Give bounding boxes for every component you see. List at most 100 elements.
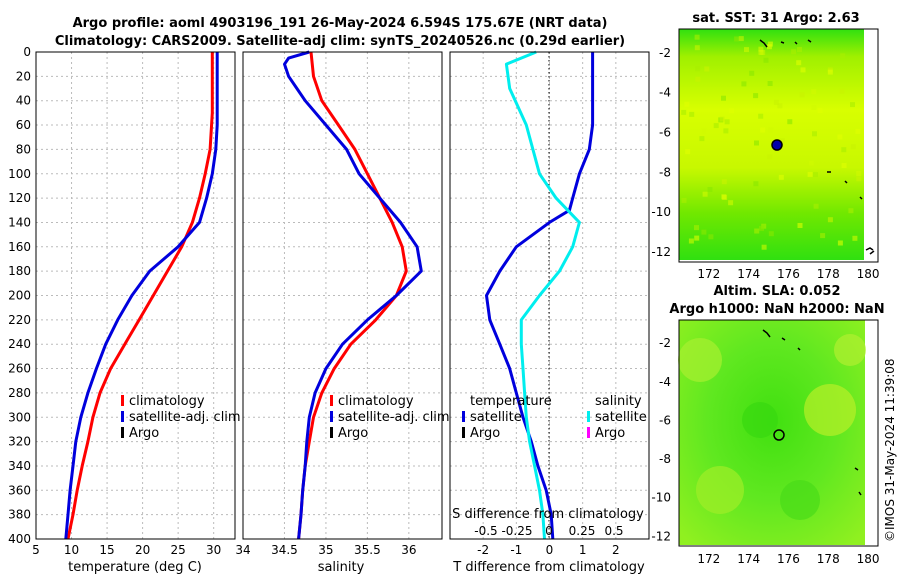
- map-y-tick-label: -8: [659, 165, 671, 179]
- credit-text: ©IMOS 31-May-2024 11:39:08: [883, 358, 897, 542]
- sst-pixel: [811, 105, 817, 110]
- sst-pixel: [689, 111, 695, 117]
- map-y-tick-label: -10: [651, 491, 671, 505]
- legend-swatch-satellite: [121, 411, 124, 422]
- sst-pixel: [773, 99, 779, 105]
- sst-pixel: [787, 119, 793, 125]
- depth-tick-label: 220: [8, 313, 31, 327]
- x-tick-label: 1: [579, 543, 587, 557]
- sst-pixel: [753, 93, 759, 99]
- sst-pixel: [758, 46, 764, 52]
- tdiff-tick-labels: -2 -1 0 1 2: [477, 543, 619, 557]
- sst-pixel: [704, 66, 710, 72]
- figure-title-line2: Climatology: CARS2009. Satellite-adj cli…: [55, 34, 625, 49]
- sst-pixel: [767, 154, 773, 160]
- depth-tick-label: 340: [8, 459, 31, 473]
- sst-pixel: [684, 101, 690, 107]
- sst-pixel: [763, 57, 769, 63]
- sdiff-tick: 0.25: [569, 524, 596, 538]
- depth-tick-label: 300: [8, 410, 31, 424]
- map-x-tick-label: 174: [737, 552, 760, 566]
- difference-legend: temperature satellite Argo salinity sate…: [462, 394, 647, 441]
- map-y-tick-label: -12: [651, 245, 671, 259]
- sst-pixel: [837, 134, 843, 140]
- sst-pixel: [694, 34, 700, 40]
- sst-pixel: [779, 138, 785, 144]
- sst-pixel: [721, 95, 726, 101]
- series-line-satellite-adj-clim: [64, 52, 219, 540]
- sst-pixel: [694, 235, 700, 241]
- sst-pixel: [721, 179, 727, 185]
- salinity-tick-labels: 34 34.5 35 35.5 36: [235, 543, 416, 557]
- sla-map: Altim. SLA: 0.052 Argo h1000: NaN h2000:…: [651, 284, 884, 566]
- x-tick-label: 34: [235, 543, 250, 557]
- map-x-tick-label: 172: [697, 552, 720, 566]
- sla-axes-frame: [678, 319, 879, 547]
- sla-blob: [678, 338, 722, 382]
- depth-tick-label: 200: [8, 289, 31, 303]
- sdiff-tick: -0.25: [501, 524, 532, 538]
- sst-pixel: [754, 140, 759, 146]
- legend-climatology: climatology: [129, 394, 205, 409]
- sst-pixel: [728, 200, 734, 206]
- sst-pixel: [807, 171, 813, 177]
- depth-tick-label: 320: [8, 435, 31, 449]
- map-x-tick-label: 174: [737, 267, 760, 281]
- map-y-tick-label: -10: [651, 205, 671, 219]
- sst-pixel: [840, 53, 846, 59]
- sla-tick-labels: 172 174 176 178 180 -2 -4 -6 -8 -10 -12: [651, 336, 879, 566]
- sst-tick-labels: 172 174 176 178 180 -2 -4 -6 -8 -10 -12: [651, 46, 879, 281]
- legend-swatch-climatology: [330, 395, 333, 406]
- sst-pixel: [701, 229, 707, 235]
- sst-pixel: [723, 128, 729, 134]
- sst-pixel: [808, 160, 814, 166]
- x-tick-label: 10: [64, 543, 79, 557]
- sst-pixel: [839, 88, 845, 94]
- salinity-axes-frame: [242, 51, 443, 540]
- map-y-tick-label: -4: [659, 375, 671, 389]
- legend-t-argo: Argo: [470, 426, 500, 441]
- map-x-tick-label: 180: [857, 552, 880, 566]
- sst-pixel: [820, 233, 826, 239]
- x-tick-label: 25: [171, 543, 186, 557]
- depth-tick-labels: 0 20 40 60 80 100 120 140 160 180 200 220 240 260 280 3…: [8, 45, 31, 546]
- sst-pixel: [761, 244, 767, 250]
- sst-pixel: [768, 231, 774, 237]
- sdiff-tick-labels: -0.5 -0.25 0 0.25 0.5: [474, 524, 623, 538]
- sst-pixel: [744, 47, 749, 53]
- legend-swatch-argo: [121, 427, 124, 438]
- depth-tick-label: 240: [8, 337, 31, 351]
- sst-pixel: [767, 41, 773, 47]
- x-tick-label: 30: [206, 543, 221, 557]
- sst-pixel: [768, 127, 774, 133]
- map-x-tick-label: 176: [777, 552, 800, 566]
- coastline-specks: [759, 39, 875, 255]
- sst-pixel: [694, 225, 699, 231]
- sst-pixel: [760, 127, 766, 133]
- sst-pixel: [719, 116, 725, 122]
- sst-pixel: [766, 44, 772, 50]
- sdiff-xlabel: S difference from climatology: [452, 507, 644, 522]
- sst-pixel: [827, 69, 833, 75]
- x-tick-label: 35: [318, 543, 333, 557]
- temperature-tick-labels: 5 10 15 20 25 30: [32, 543, 221, 557]
- temperature-panel: 0 20 40 60 80 100 120 140 160 180 200 220 240 260 280 3…: [8, 45, 241, 575]
- argo-location-marker: [771, 139, 783, 151]
- legend-salinity-title: salinity: [595, 394, 642, 409]
- sst-pixel: [707, 187, 713, 192]
- sst-pixel: [702, 191, 708, 197]
- temperature-xlabel: temperature (deg C): [68, 560, 202, 575]
- sst-pixel: [850, 102, 855, 108]
- difference-lines: [485, 50, 595, 540]
- sst-pixel: [796, 60, 802, 66]
- map-x-tick-label: 178: [817, 552, 840, 566]
- sst-pixel: [694, 45, 700, 51]
- sst-pixel: [699, 136, 705, 142]
- sst-pixel: [837, 240, 843, 246]
- series-line-climatology: [66, 52, 214, 540]
- map-y-tick-label: -12: [651, 529, 671, 543]
- sdiff-tick: 0: [545, 524, 553, 538]
- map-y-tick-label: -2: [659, 336, 671, 350]
- tdiff-xlabel: T difference from climatology: [452, 560, 645, 575]
- legend-t-satellite: satellite: [470, 410, 522, 425]
